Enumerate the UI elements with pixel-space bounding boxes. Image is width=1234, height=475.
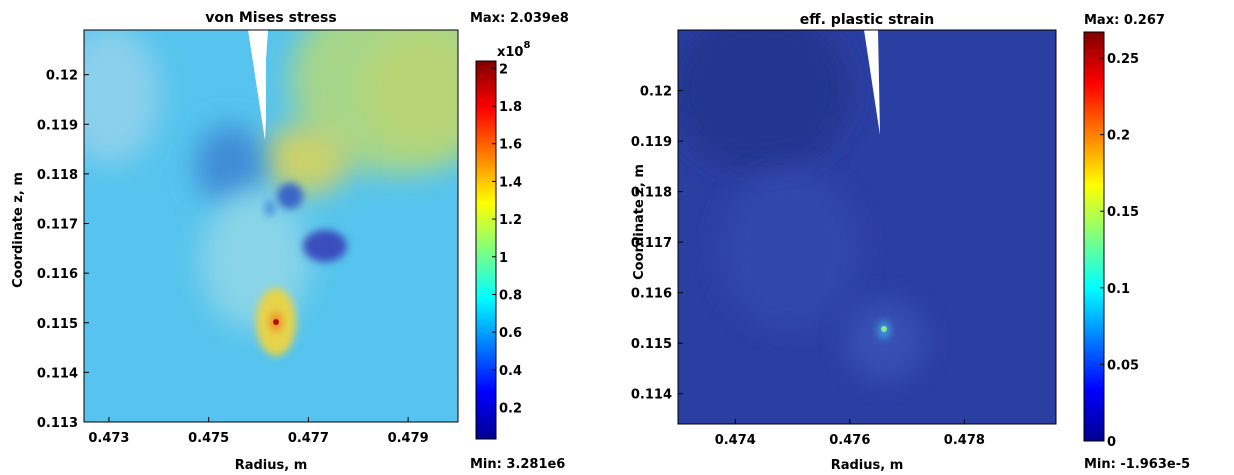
max-label-left: Max: 2.039e8 <box>470 11 569 26</box>
y-tick-label: 0.113 <box>37 416 78 431</box>
y-axis-left: 0.113 0.114 0.115 0.116 0.117 0.118 0.119 0.12 <box>37 69 89 431</box>
y-tick-label: 0.114 <box>37 366 78 381</box>
stress-region-left-dark <box>195 125 265 205</box>
y-tick-label: 0.118 <box>631 186 672 201</box>
stress-blob-2 <box>303 230 347 262</box>
strain-hotspot-max <box>881 326 887 332</box>
crack-notch-right <box>864 30 880 135</box>
y-tick-label: 0.12 <box>640 85 672 100</box>
min-label-right: Min: -1.963e-5 <box>1084 457 1190 472</box>
colorbar-left <box>475 60 497 440</box>
colorbar-tick-label: 1.6 <box>499 138 522 153</box>
stress-hotspot-max <box>273 319 279 325</box>
x-tick-label: 0.478 <box>944 433 985 448</box>
y-tick-label: 0.117 <box>631 236 672 251</box>
plot-frame-right <box>677 29 1057 425</box>
x-tick-label: 0.475 <box>188 431 229 446</box>
y-axis-label-right: Coordinate z, m <box>632 164 647 280</box>
y-tick-label: 0.118 <box>37 168 78 183</box>
stress-blob-1 <box>277 183 303 209</box>
y-tick-label: 0.12 <box>46 69 78 84</box>
x-tick-label: 0.479 <box>388 431 429 446</box>
colorbar-tick-label: 0.2 <box>1107 129 1130 144</box>
crack-notch-left <box>248 30 268 140</box>
x-tick-label: 0.477 <box>288 431 329 446</box>
y-tick-label: 0.119 <box>37 118 78 133</box>
chart-title-left: von Mises stress <box>205 10 336 26</box>
colorbar-tick-label: 0.4 <box>499 364 522 379</box>
colorbar-tick-label: 0.25 <box>1107 52 1139 67</box>
y-tick-label: 0.115 <box>631 337 672 352</box>
chart-title-right: eff. plastic strain <box>800 12 934 28</box>
panel-plastic-strain: eff. plastic strain 0.114 0.115 0.116 0.117… <box>631 12 1190 473</box>
x-tick-label: 0.476 <box>829 433 870 448</box>
colorbar-ticks-left: 2 1.8 1.6 1.4 1.2 1 0.8 0.6 0.4 0.2 <box>492 62 522 416</box>
panel-von-mises: von Mises stress 0.1130.1140.1150.1160.1… <box>11 10 569 473</box>
stress-blob-3 <box>265 200 275 216</box>
colorbar-exponent-left: x108 <box>497 40 530 60</box>
y-axis-right: 0.114 0.115 0.116 0.117 0.118 0.119 0.12 <box>631 85 683 403</box>
colorbar-tick-label: 0.2 <box>499 401 522 416</box>
stress-region-upper-right-inner <box>360 30 458 150</box>
x-tick-label: 0.473 <box>88 431 129 446</box>
colorbar-ticks-right: 0.25 0.2 0.15 0.1 0.05 0 <box>1100 52 1139 450</box>
strain-region-upper <box>678 30 850 170</box>
colorbar-right <box>1083 31 1105 442</box>
strain-region-lower <box>845 300 925 380</box>
colorbar-tick-label: 1.4 <box>499 175 522 190</box>
y-tick-label: 0.116 <box>37 267 78 282</box>
x-axis-right: 0.474 0.476 0.478 <box>715 419 985 448</box>
x-tick-label: 0.474 <box>715 433 756 448</box>
colorbar-tick-label: 0.6 <box>499 326 522 341</box>
y-tick-label: 0.116 <box>631 287 672 302</box>
colorbar-tick-label: 0.1 <box>1107 282 1130 297</box>
y-axis-label-left: Coordinate z, m <box>11 172 26 288</box>
y-tick-label: 0.119 <box>631 135 672 150</box>
colorbar-tick-label: 0.8 <box>499 288 522 303</box>
colorbar-tick-label: 0.05 <box>1107 358 1139 373</box>
x-axis-left: 0.473 0.475 0.477 0.479 <box>88 417 429 446</box>
stress-region-upper-left <box>84 30 160 165</box>
colorbar-tick-label: 0.15 <box>1107 205 1139 220</box>
colorbar-tick-label: 1.8 <box>499 100 522 115</box>
stress-region-crack-yellow <box>260 125 350 195</box>
strain-region-mid <box>720 170 860 330</box>
plot-frame-left <box>83 29 459 423</box>
y-tick-label: 0.114 <box>631 388 672 403</box>
colorbar-tick-label: 1.2 <box>499 213 522 228</box>
colorbar-tick-label: 1 <box>499 251 508 266</box>
colorbar-tick-label: 0 <box>1107 435 1116 450</box>
x-axis-label-right: Radius, m <box>831 458 904 473</box>
y-tick-label: 0.115 <box>37 317 78 332</box>
x-axis-label-left: Radius, m <box>235 458 308 473</box>
max-label-right: Max: 0.267 <box>1084 13 1165 28</box>
plot-area-right <box>678 30 1056 424</box>
colorbar-tick-label: 2 <box>499 62 508 77</box>
min-label-left: Min: 3.281e6 <box>470 457 565 472</box>
y-tick-label: 0.117 <box>37 218 78 233</box>
plot-area-left <box>84 30 458 422</box>
